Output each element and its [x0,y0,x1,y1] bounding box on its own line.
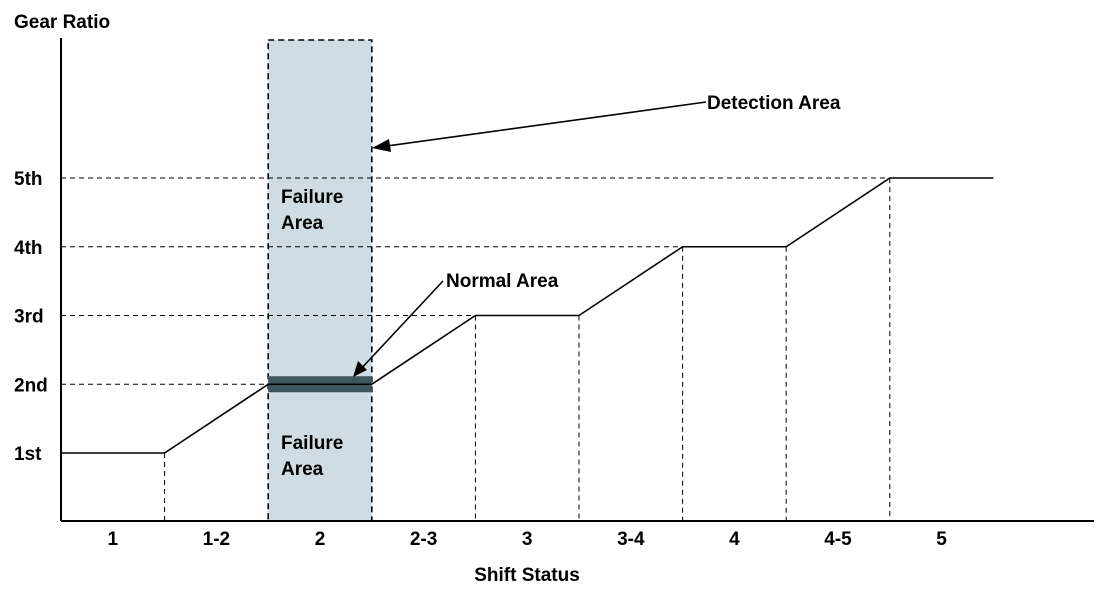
y-tick-3rd: 3rd [14,307,44,328]
x-tick-5: 5 [936,529,947,550]
x-axis-title: Shift Status [474,565,580,586]
horizontal-guide-lines [61,177,994,454]
detection-area-arrowhead [372,139,391,152]
y-tick-labels: 1st 2nd 3rd 4th 5th [14,169,48,465]
x-tick-3: 3 [522,529,533,550]
y-tick-5th: 5th [14,169,43,190]
normal-area-label: Normal Area [446,271,559,292]
failure-area-upper-label: Failure Area [281,187,349,234]
detection-area-arrow-line [379,101,707,148]
x-tick-2: 2 [315,529,326,550]
normal-area-arrow-line [357,280,444,373]
failure-lower-line1: Failure [281,433,343,454]
failure-area-lower-label: Failure Area [281,433,349,480]
x-tick-1: 1 [108,529,119,550]
x-tick-4-5: 4-5 [824,529,852,550]
x-tick-3-4: 3-4 [617,529,645,550]
x-tick-4: 4 [729,529,740,550]
y-tick-2nd: 2nd [14,375,48,396]
x-tick-1-2: 1-2 [203,529,230,550]
normal-area-arrowhead [353,361,367,377]
y-tick-1st: 1st [14,444,42,465]
failure-lower-line2: Area [281,459,324,480]
vertical-guide-lines [164,178,891,521]
detection-area-band [267,39,373,522]
y-axis-title: Gear Ratio [14,12,110,33]
failure-upper-line1: Failure [281,187,343,208]
failure-upper-line2: Area [281,213,324,234]
x-tick-labels: 1 1-2 2 2-3 3 3-4 4 4-5 5 [108,529,948,550]
y-tick-4th: 4th [14,238,43,259]
x-tick-2-3: 2-3 [410,529,437,550]
gear-ratio-line [61,177,994,454]
detection-area-label: Detection Area [707,93,841,114]
